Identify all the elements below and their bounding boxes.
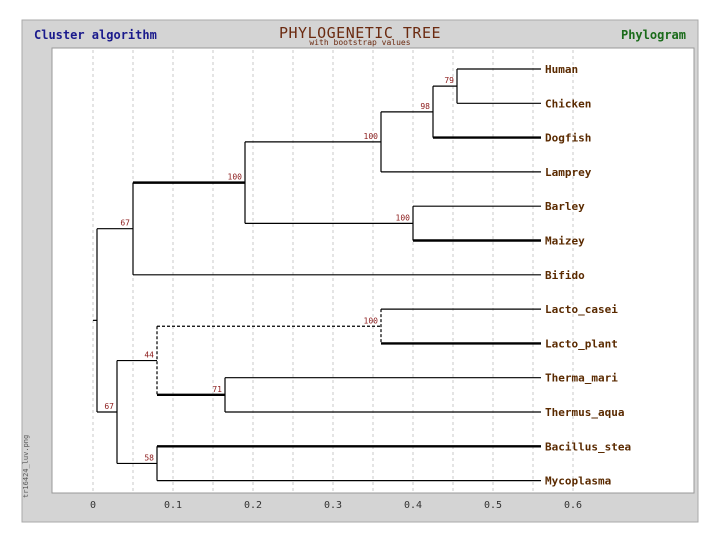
cluster-algorithm-label: Cluster algorithm (34, 28, 157, 42)
tree-labels: 79 98 100 100 100 67 100 71 44 58 67 Human Chicken Do… (104, 63, 631, 488)
x-tick-label: 0.3 (324, 500, 342, 511)
x-axis: 0 0.1 0.2 0.3 0.4 0.5 0.6 (90, 500, 582, 511)
bootstrap-label-n100c: 100 (396, 213, 411, 222)
leaf-label-dogfish: Dogfish (545, 132, 591, 145)
bootstrap-label-n100b: 100 (228, 173, 243, 182)
leaf-label-thermus-aqua: Thermus_aqua (545, 406, 624, 419)
grid-lines (92, 50, 574, 491)
x-tick-label: 0.4 (404, 500, 422, 511)
phylogram-label: Phylogram (620, 28, 686, 42)
bootstrap-label-n58: 58 (144, 453, 154, 462)
plot-area (51, 47, 695, 494)
leaf-label-mycoplasma: Mycoplasma (545, 475, 611, 488)
bootstrap-label-n100a: 100 (364, 132, 379, 141)
x-tick-label: 0.6 (564, 500, 582, 511)
leaf-label-barley: Barley (545, 200, 585, 213)
side-filename-note: tr16424_luv.png (22, 434, 30, 498)
leaf-label-lamprey: Lamprey (545, 166, 592, 179)
x-tick-label: 0.5 (484, 500, 502, 511)
bootstrap-label-n79: 79 (444, 76, 454, 85)
leaf-label-lacto-plant: Lacto_plant (545, 337, 618, 350)
leaf-label-bifido: Bifido (545, 269, 585, 282)
leaf-label-human: Human (545, 63, 578, 76)
x-tick-label: 0.2 (244, 500, 262, 511)
x-tick-label: 0.1 (164, 500, 182, 511)
bootstrap-label-n98: 98 (420, 102, 430, 111)
page-subtitle: with bootstrap values (309, 38, 411, 47)
bootstrap-label-n71: 71 (212, 385, 222, 394)
leaf-label-therma-mari: Therma_mari (545, 372, 618, 385)
leaf-label-maizey: Maizey (545, 235, 585, 248)
bootstrap-label-n67a: 67 (120, 219, 130, 228)
leaf-label-lacto-casei: Lacto_casei (545, 303, 618, 316)
bootstrap-label-n100d: 100 (364, 316, 379, 325)
bootstrap-label-n67b: 67 (104, 402, 114, 411)
tree-branches (93, 68, 541, 482)
page-title: PHYLOGENETIC TREE (278, 24, 442, 42)
x-tick-label: 0 (90, 500, 96, 511)
leaf-label-chicken: Chicken (545, 97, 591, 110)
leaf-label-bacillus-stea: Bacillus_stea (545, 440, 631, 453)
bootstrap-label-n44: 44 (144, 351, 154, 360)
